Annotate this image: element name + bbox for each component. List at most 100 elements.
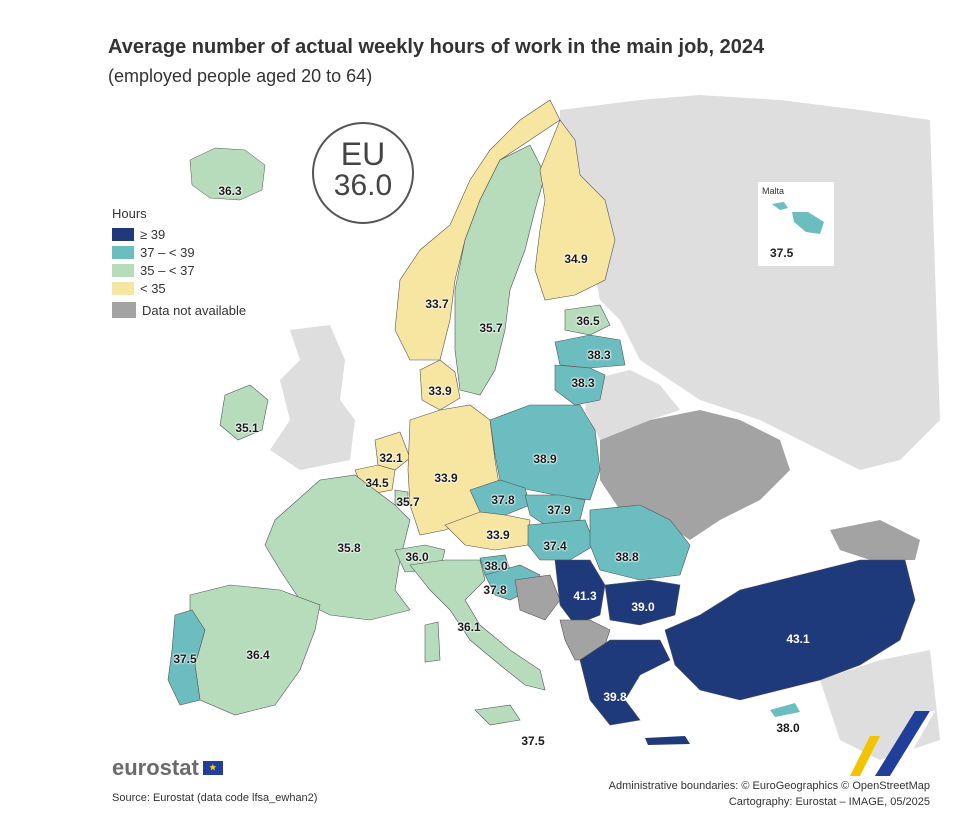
legend-item: < 35 xyxy=(112,279,246,297)
cyprus-shape xyxy=(770,703,800,717)
value-slovakia: 37.9 xyxy=(547,503,571,517)
sweden-shape xyxy=(454,144,546,396)
legend-swatch xyxy=(112,263,134,277)
legend-title: Hours xyxy=(112,206,147,221)
legend-item: 37 – < 39 xyxy=(112,243,246,261)
value-poland: 38.9 xyxy=(533,452,557,466)
legend-swatch xyxy=(112,281,134,295)
value-estonia: 36.5 xyxy=(576,314,600,328)
map-title: Average number of actual weekly hours of… xyxy=(108,36,765,58)
logo-text: eurostat xyxy=(112,755,199,780)
value-luxembourg: 35.7 xyxy=(396,495,420,509)
romania-shape xyxy=(589,504,691,581)
source-note: Source: Eurostat (data code lfsa_ewhan2) xyxy=(112,792,318,804)
malta-inset: Malta 37.5 xyxy=(757,181,835,267)
serbia-shape xyxy=(554,559,606,626)
value-croatia: 37.8 xyxy=(483,583,507,597)
uk-region xyxy=(270,325,355,470)
bulgaria-shape xyxy=(604,579,681,626)
credits-line2: Cartography: Eurostat – IMAGE, 05/2025 xyxy=(728,796,930,808)
value-sweden: 35.7 xyxy=(479,321,503,335)
eu-flag-icon: ★ xyxy=(202,761,223,775)
value-czechia: 37.8 xyxy=(491,493,515,507)
sicily-shape xyxy=(474,704,521,726)
belarus-region xyxy=(585,370,680,440)
finland-shape xyxy=(534,119,616,301)
slovakia-shape xyxy=(524,494,586,526)
value-bulgaria: 39.0 xyxy=(631,600,655,614)
value-austria: 33.9 xyxy=(486,528,510,542)
eu-average-badge: EU 36.0 xyxy=(312,122,414,224)
netherlands-shape xyxy=(374,431,411,471)
eu-label: EU xyxy=(340,136,386,172)
value-iceland: 36.3 xyxy=(218,184,242,198)
legend-label: 35 – < 37 xyxy=(140,262,195,278)
value-italy: 36.1 xyxy=(457,620,481,634)
poland-shape xyxy=(489,404,601,501)
latvia-shape xyxy=(554,334,626,369)
iceland-shape xyxy=(189,147,266,201)
inset-name: Malta xyxy=(762,186,785,196)
legend-swatch xyxy=(112,245,134,259)
eu-value: 36.0 xyxy=(333,169,393,202)
value-belgium: 34.5 xyxy=(365,476,389,490)
turkey-shape xyxy=(664,559,916,701)
malta-shape-container xyxy=(772,202,824,234)
sardinia-shape xyxy=(424,621,441,663)
luxembourg-shape xyxy=(394,489,409,506)
russia-region xyxy=(560,95,940,470)
lithuania-shape xyxy=(554,364,606,406)
value-lithuania: 38.3 xyxy=(571,376,595,390)
value-denmark: 33.9 xyxy=(428,384,452,398)
eurostat-logo: eurostat ★ xyxy=(112,755,223,781)
map-subtitle: (employed people aged 20 to 64) xyxy=(108,66,373,86)
value-finland: 34.9 xyxy=(564,252,588,266)
value-sicily: 37.5 xyxy=(521,734,545,748)
ireland-shape xyxy=(219,384,269,441)
value-cyprus: 38.0 xyxy=(776,721,800,735)
value-france: 35.8 xyxy=(337,541,361,555)
crete-shape xyxy=(645,736,690,745)
legend-swatch xyxy=(112,227,134,241)
legend-label: ≥ 39 xyxy=(140,226,166,242)
value-turkey: 43.1 xyxy=(786,632,810,646)
corner-stripes-icon xyxy=(850,711,935,776)
caucasus-region xyxy=(830,520,920,560)
value-germany: 33.9 xyxy=(434,471,458,485)
value-ireland: 35.1 xyxy=(235,421,259,435)
value-switzerland: 36.0 xyxy=(405,550,429,564)
malta-shape xyxy=(772,202,824,234)
hungary-shape xyxy=(527,519,596,561)
value-portugal: 37.5 xyxy=(173,652,197,666)
france-shape xyxy=(264,474,411,621)
legend-label: Data not available xyxy=(142,302,247,318)
legend-label: 37 – < 39 xyxy=(140,244,195,260)
credits: Administrative boundaries: © EuroGeograp… xyxy=(609,778,930,810)
value-netherlands: 32.1 xyxy=(379,451,403,465)
legend: Hours ≥ 39 37 – < 39 35 – < 37 < 35 Data… xyxy=(112,206,246,319)
inset-value: 37.5 xyxy=(770,246,794,260)
estonia-shape xyxy=(564,304,611,336)
legend-swatch xyxy=(112,302,136,318)
ukraine-region xyxy=(600,410,790,540)
greece-shape xyxy=(579,639,671,726)
value-serbia: 41.3 xyxy=(573,589,597,603)
legend-item-na: Data not available xyxy=(112,301,246,319)
value-spain: 36.4 xyxy=(246,648,270,662)
value-romania: 38.8 xyxy=(615,550,639,564)
value-hungary: 37.4 xyxy=(543,539,567,553)
value-slovenia: 38.0 xyxy=(484,559,508,573)
italy-shape xyxy=(409,559,546,691)
value-norway: 33.7 xyxy=(425,297,449,311)
credits-line1: Administrative boundaries: © EuroGeograp… xyxy=(608,780,930,792)
norway-shape xyxy=(394,99,561,361)
value-greece: 39.8 xyxy=(603,690,627,704)
value-latvia: 38.3 xyxy=(587,348,611,362)
bosnia-shape xyxy=(514,574,561,621)
legend-label: < 35 xyxy=(140,280,166,296)
legend-item: 35 – < 37 xyxy=(112,261,246,279)
portugal-shape xyxy=(167,609,206,706)
denmark-shape xyxy=(419,359,461,411)
